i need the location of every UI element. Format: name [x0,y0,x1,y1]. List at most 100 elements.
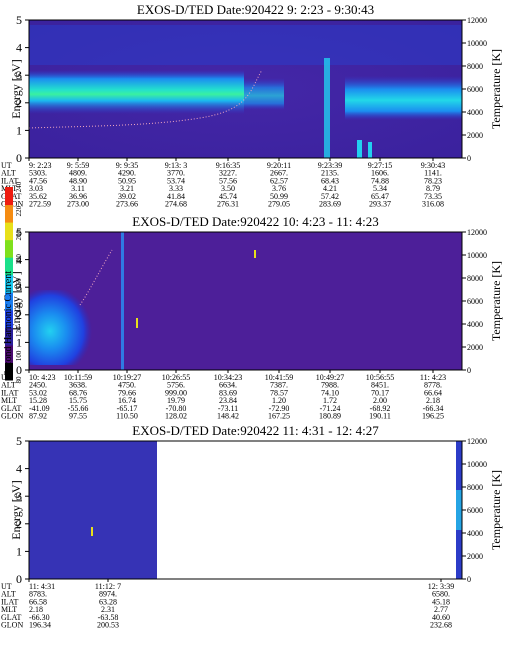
table-cell: 78.57 [270,388,288,397]
panel-3-background [29,441,157,579]
y-tick-label: 0 [16,151,22,165]
panel-2-background [29,232,462,370]
y2-axis-label: Temperature [K] [489,261,503,341]
table-cell: 10:41:59 [265,373,293,382]
table-cell: 10:34:23 [214,373,242,382]
table-cell: 3.21 [120,184,134,193]
table-cell: 276.31 [217,200,239,209]
colorbar-swatch [5,239,13,258]
row-label: MLT [1,605,17,614]
panel-2-mark-b [254,250,256,258]
chart-title: EXOS-D/TED Date:920422 11: 4:31 - 12: 4:… [132,423,379,438]
row-label: ALT [1,169,16,178]
row-label: ILAT [1,176,18,185]
table-cell: 23.84 [219,396,237,405]
table-cell: 3.50 [221,184,235,193]
y2-tick-label: 12000 [467,437,487,446]
table-cell: 9:27:15 [368,161,392,170]
table-cell: -73.11 [218,404,238,413]
table-cell: 999.00 [165,388,187,397]
table-cell: 8974. [99,590,117,599]
y2-tick-label: 10000 [467,251,487,260]
y-tick-label: 4 [16,253,22,267]
table-cell: 196.25 [422,412,444,421]
table-cell: 62.57 [270,176,288,185]
table-cell: 45.18 [432,597,450,606]
table-cell: 190.11 [369,412,391,421]
y-tick-label: 1 [16,335,22,349]
y-tick-label: 5 [16,434,22,448]
y2-tick-label: 4000 [467,320,483,329]
table-cell: 2.31 [101,605,115,614]
table-cell: 1.72 [323,396,337,405]
y2-tick-label: 8000 [467,274,483,283]
table-cell: 279.05 [268,200,290,209]
table-cell: 68.76 [69,388,87,397]
panel-1-upper-band [29,25,462,65]
table-cell: 272.59 [29,200,51,209]
y2-tick-label: 10000 [467,39,487,48]
panel-2-image [29,232,462,370]
row-label: GLAT [1,404,22,413]
y-tick-label: 1 [16,544,22,558]
row-label: ILAT [1,597,18,606]
row-label: ILAT [1,388,18,397]
table-cell: 16.74 [118,396,136,405]
table-cell: 66.58 [29,597,47,606]
table-cell: 6634. [219,381,237,390]
table-cell: 11: 4:31 [29,582,55,591]
y-axis-label: Energy [eV] [9,480,23,539]
y2-tick-label: 4000 [467,108,483,117]
y2-tick-label: 8000 [467,483,483,492]
panel-3-image [29,441,462,579]
table-cell: -65.17 [117,404,138,413]
table-cell: 73.35 [424,192,442,201]
table-cell: 9: 9:35 [116,161,138,170]
panel-3-mark [91,527,93,536]
table-cell: 3638. [69,381,87,390]
table-cell: 8783. [29,590,47,599]
colorbar-tick-label: 100 [15,350,23,361]
y-tick-label: 3 [16,489,22,503]
table-cell: 2135. [321,169,339,178]
table-cell: -66.34 [423,404,444,413]
y2-tick-label: 6000 [467,297,483,306]
table-cell: 68.43 [321,176,339,185]
y2-tick-label: 8000 [467,62,483,71]
table-cell: 2450. [29,381,47,390]
table-cell: 50.95 [118,176,136,185]
table-cell: -72.90 [269,404,290,413]
table-cell: 57.42 [321,192,339,201]
y2-axis-label: Temperature [K] [489,49,503,129]
table-cell: 45.74 [219,192,237,201]
table-cell: 9: 2:23 [29,161,51,170]
table-cell: 5303. [29,169,47,178]
table-cell: 4809. [69,169,87,178]
table-cell: 10:56:55 [366,373,394,382]
table-cell: -63.58 [98,613,119,622]
table-cell: 78.23 [424,176,442,185]
table-cell: 63.28 [99,597,117,606]
y-tick-label: 0 [16,572,22,586]
axes-layer: EXOS-D/TED Date:920422 9: 2:23 - 9:30:43… [1,2,503,630]
table-cell: 40.60 [432,613,450,622]
row-label: GLAT [1,613,22,622]
colorbar-label: Second Harmonic Current [3,271,14,376]
table-cell: 128.02 [165,412,187,421]
y2-tick-label: 2000 [467,552,483,561]
table-cell: 273.00 [67,200,89,209]
y2-tick-label: 0 [467,366,471,375]
table-cell: 79.66 [118,388,136,397]
row-label: GLON [1,412,23,421]
y2-tick-label: 6000 [467,85,483,94]
table-cell: 10: 4:23 [29,373,55,382]
table-cell: 4.21 [323,184,337,193]
table-cell: 9:13: 3 [165,161,187,170]
colorbar-tick-label: 140 [15,302,23,313]
chart-title: EXOS-D/TED Date:920422 9: 2:23 - 9:30:43 [137,2,374,17]
table-cell: 10:49:27 [316,373,344,382]
table-cell: 8.79 [426,184,440,193]
table-cell: 200.53 [97,621,119,630]
panel-2: EXOS-D/TED Date:920422 10: 4:23 - 11: 4:… [1,214,503,421]
